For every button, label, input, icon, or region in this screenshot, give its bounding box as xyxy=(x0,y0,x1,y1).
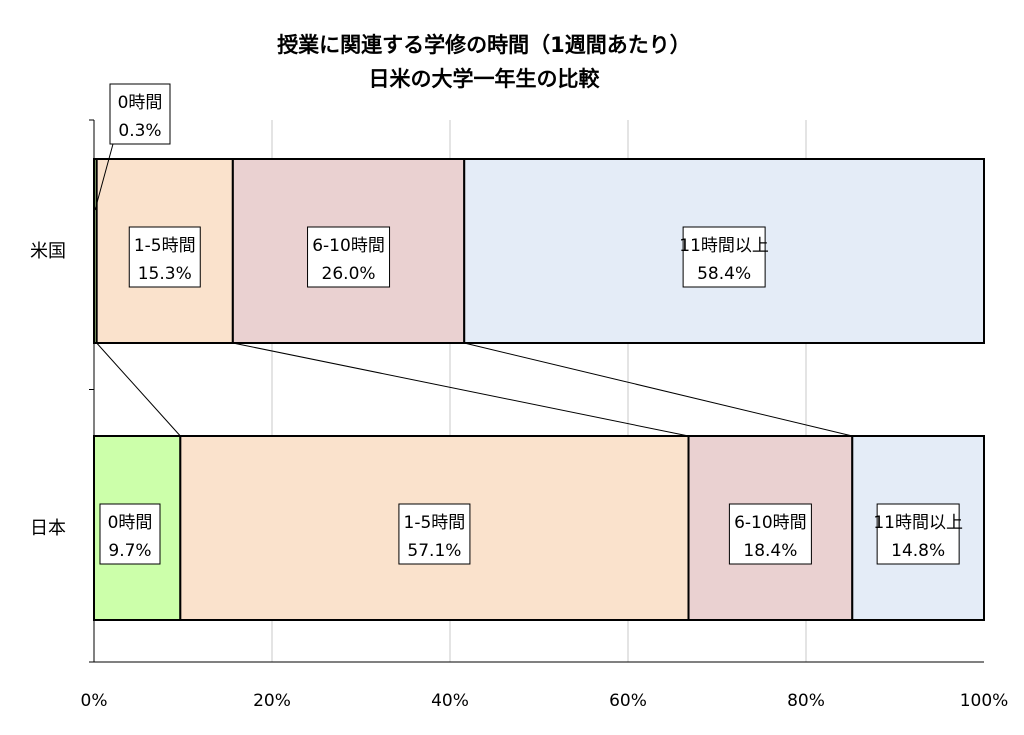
axes xyxy=(89,119,984,663)
x-tick-label: 100% xyxy=(960,691,1009,711)
data-label-value: 14.8% xyxy=(891,541,945,561)
data-label-box xyxy=(682,226,766,288)
x-tick-label: 60% xyxy=(609,691,647,711)
data-label-box xyxy=(398,503,471,565)
data-label: 0時間 0.3% xyxy=(109,83,171,145)
chart-title: 授業に関連する学修の時間（1週間あたり） 日米の大学一年生の比較 xyxy=(277,33,691,91)
series-connector-line xyxy=(464,342,853,437)
data-label: 11時間以上 58.4% xyxy=(679,226,769,288)
data-label-series-name: 1-5時間 xyxy=(134,236,196,256)
x-tick-label: 40% xyxy=(431,691,469,711)
category-label: 米国 xyxy=(30,241,66,262)
data-label-box xyxy=(109,83,171,145)
data-label-value: 18.4% xyxy=(743,541,797,561)
series-connector-line xyxy=(96,342,181,437)
data-label-value: 58.4% xyxy=(697,264,751,284)
data-label-value: 15.3% xyxy=(138,264,192,284)
data-label: 11時間以上 14.8% xyxy=(873,503,963,565)
data-label-series-name: 0時間 xyxy=(108,513,153,533)
data-label-series-name: 11時間以上 xyxy=(873,513,963,533)
bars xyxy=(93,158,986,621)
x-axis-tick-labels: 0% 20% 40% 60% 80% 100% xyxy=(81,691,1009,711)
x-tick-label: 80% xyxy=(787,691,825,711)
x-tick-label: 20% xyxy=(253,691,291,711)
data-label-value: 57.1% xyxy=(407,541,461,561)
data-label-series-name: 1-5時間 xyxy=(404,513,466,533)
data-label-value: 0.3% xyxy=(118,121,161,141)
connector-lines xyxy=(96,342,853,437)
data-label-series-name: 0時間 xyxy=(118,93,163,113)
data-label: 6-10時間 26.0% xyxy=(307,226,391,288)
series-connector-line xyxy=(232,342,689,437)
data-label-value: 26.0% xyxy=(322,264,376,284)
data-label: 1-5時間 15.3% xyxy=(128,226,201,288)
chart-title-line-1: 授業に関連する学修の時間（1週間あたり） xyxy=(277,33,691,57)
x-tick-label: 0% xyxy=(81,691,108,711)
chart-title-line-2: 日米の大学一年生の比較 xyxy=(369,67,601,91)
data-label-box xyxy=(99,503,161,565)
data-label-value: 9.7% xyxy=(108,541,151,561)
data-label-series-name: 6-10時間 xyxy=(734,513,807,533)
data-label-box xyxy=(876,503,960,565)
data-label-box xyxy=(307,226,391,288)
data-labels: 0時間 0.3% 1-5時間 15.3% 6-10時間 26.0% 11時間以上 58.4% 0… xyxy=(94,83,963,565)
data-label: 0時間 9.7% xyxy=(99,503,161,565)
data-label-leader-line xyxy=(94,143,114,211)
data-label-series-name: 6-10時間 xyxy=(312,236,385,256)
data-label-series-name: 11時間以上 xyxy=(679,236,769,256)
category-label: 日本 xyxy=(30,518,66,539)
data-label: 6-10時間 18.4% xyxy=(728,503,812,565)
data-label: 1-5時間 57.1% xyxy=(398,503,471,565)
data-label-box xyxy=(728,503,812,565)
data-label-box xyxy=(128,226,201,288)
